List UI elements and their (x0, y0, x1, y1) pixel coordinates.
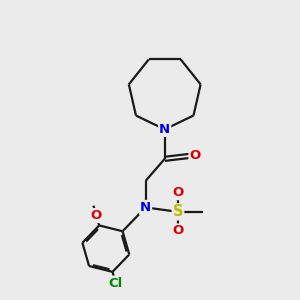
Text: S: S (173, 204, 183, 219)
Text: N: N (140, 201, 151, 214)
Text: O: O (189, 149, 201, 162)
Text: O: O (91, 209, 102, 222)
Text: Cl: Cl (109, 277, 123, 290)
Text: O: O (172, 224, 184, 238)
Text: O: O (172, 186, 184, 199)
Text: N: N (159, 123, 170, 136)
